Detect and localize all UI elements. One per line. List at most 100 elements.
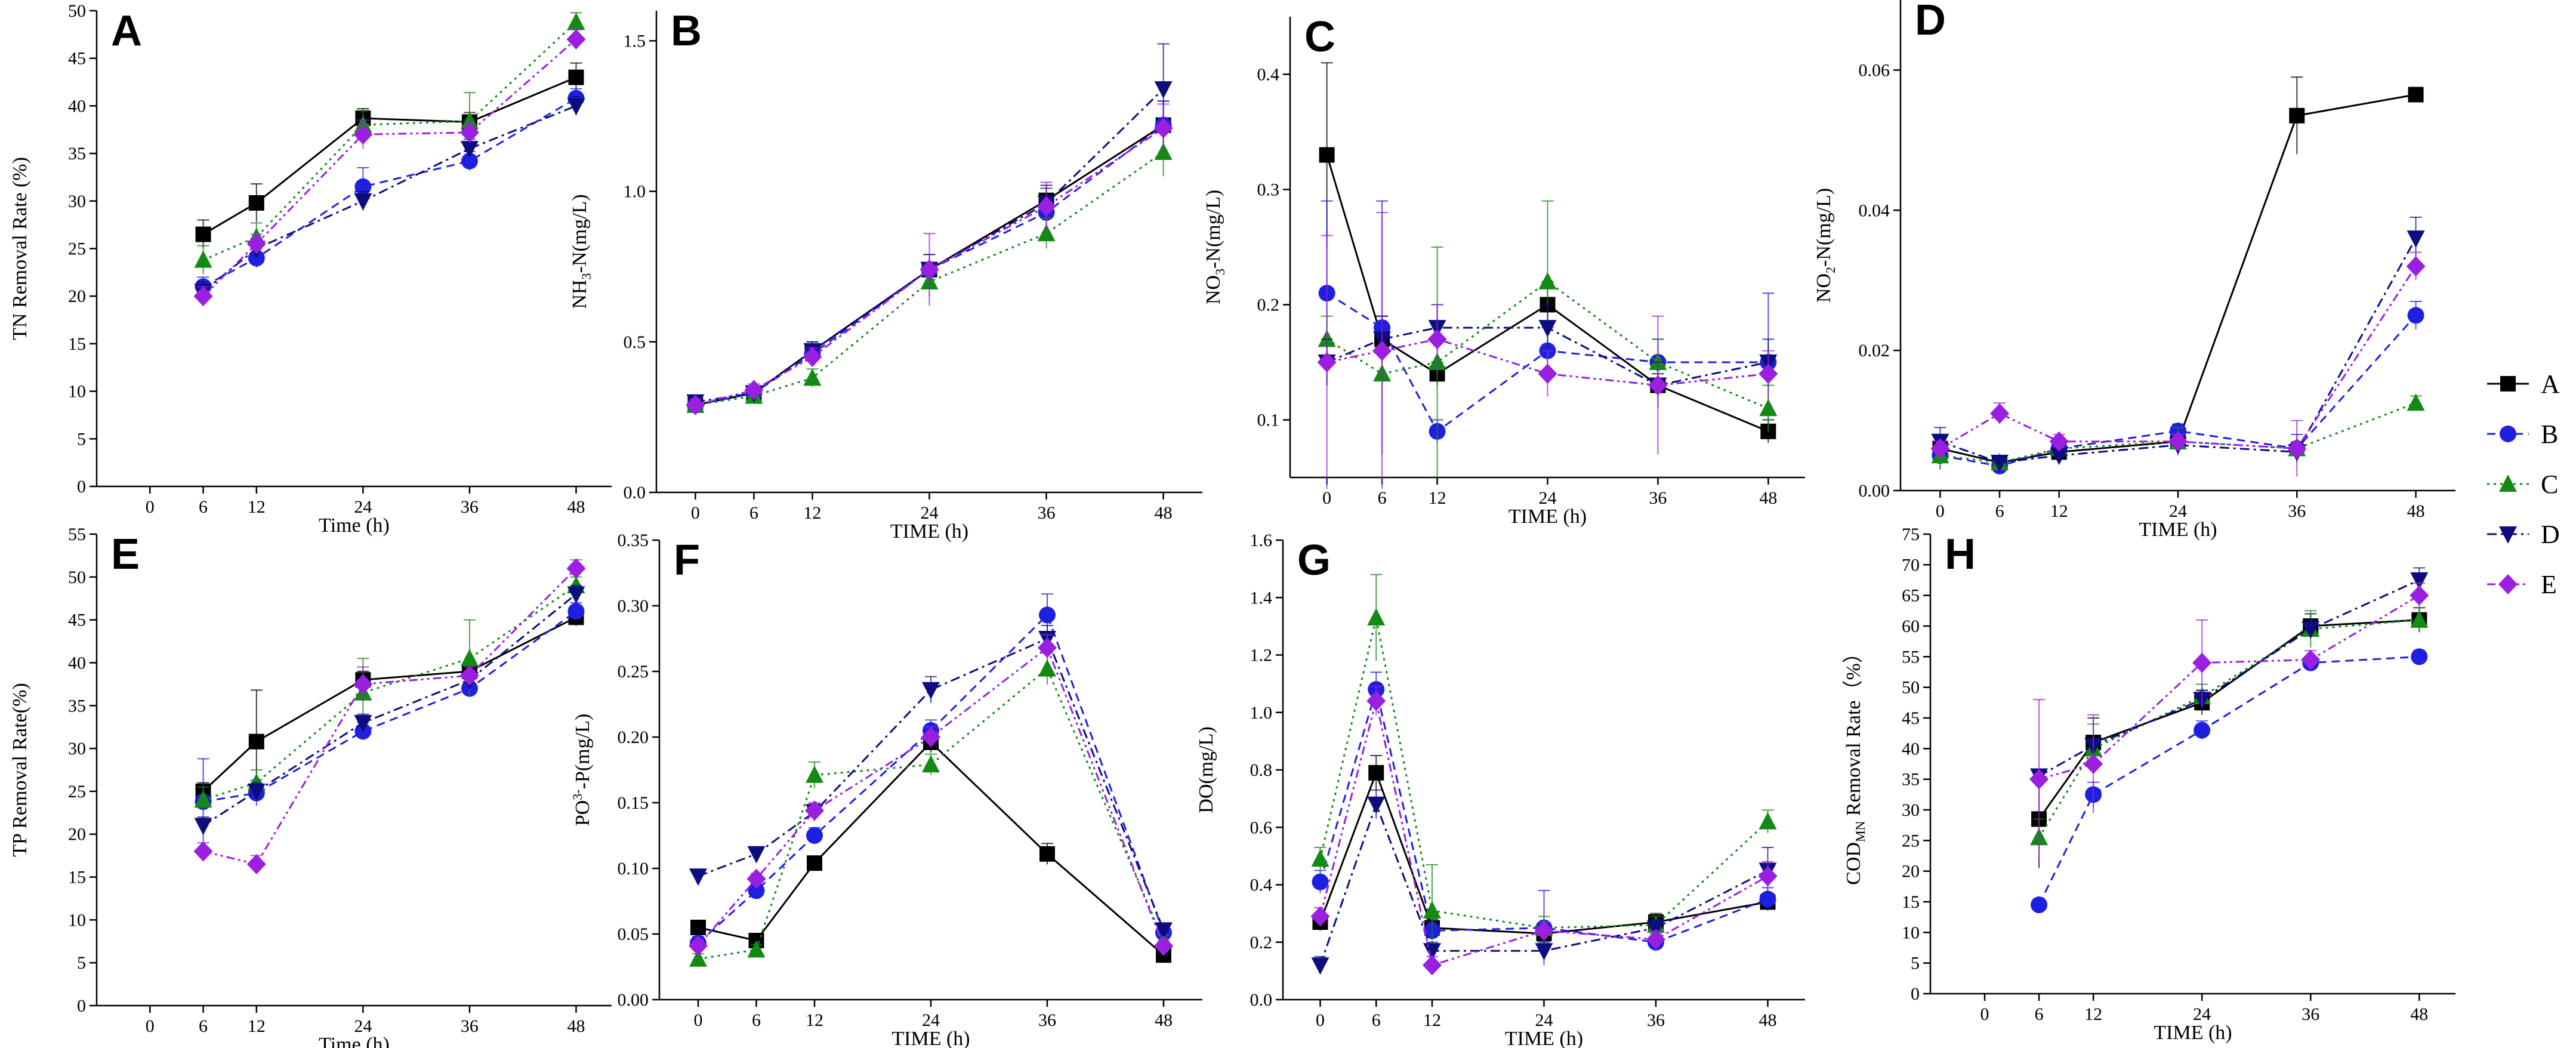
y-tick-label: 20 [1902,862,1920,881]
y-tick-label: 25 [1902,831,1920,850]
x-tick-label: 48 [2410,1004,2428,1024]
data-point-C [1759,812,1777,830]
y-tick-label: 70 [1902,555,1920,575]
series-E [193,558,586,874]
series-C [194,576,585,813]
data-point-E [803,347,822,368]
series-line-C [1319,617,1769,929]
x-tick-label: 0 [694,1010,703,1030]
data-point-D [354,715,372,732]
x-axis-title: TIME (h) [1505,1028,1583,1048]
series-E [1310,686,1778,976]
x-tick-label: 48 [567,497,585,517]
y-axis-title: PO3--P(mg/L) [570,714,594,826]
data-point-B [461,152,478,169]
legend-label: B [2541,420,2558,449]
legend-item-A: A [2487,369,2560,399]
y-tick-label: 10 [68,382,86,402]
data-point-B [806,827,823,844]
x-tick-label: 0 [146,497,155,517]
data-point-E [1648,375,1668,396]
data-point-E [686,394,705,415]
series-line-A [698,741,1164,956]
x-tick-label: 0 [1936,501,1945,521]
panel-C: 0 6 12 24 36 48 0.1 0.2 0.3 0.4 TIME (h) NO3-N(mg/L… [1202,13,1805,528]
data-point-E [2168,431,2188,452]
y-tick-label: 0.06 [1859,60,1890,80]
x-tick-label: 24 [1539,488,1557,508]
data-point-E [193,286,213,307]
legend-item-B: B [2487,420,2558,449]
panel-letter: F [674,537,700,584]
x-tick-label: 48 [1155,503,1173,523]
data-point-E [1758,866,1778,887]
x-tick-label: 0 [146,1016,155,1036]
data-point-D [747,846,766,864]
x-tick-label: 12 [1423,1010,1441,1030]
data-point-A [1368,765,1384,781]
data-point-D [922,682,940,699]
y-tick-label: 50 [68,1,86,21]
series-A [195,608,584,800]
data-point-D [567,586,585,604]
y-axis-title: NH3-N(mg/L) [569,194,594,309]
data-point-E [1646,929,1665,950]
y-tick-label: 5 [1911,954,1920,973]
data-point-D [689,868,707,886]
data-point-A [1039,846,1055,862]
data-point-B [2407,307,2424,324]
y-axis-title: CODMN Removal Rate（%） [1842,643,1868,885]
x-tick-label: 48 [567,1016,585,1036]
y-tick-label: 0.15 [618,793,649,813]
y-tick-label: 35 [68,144,86,164]
legend-marker [2499,474,2517,492]
data-point-D [1991,455,2009,473]
y-tick-label: 1.5 [624,31,646,51]
y-tick-label: 0.25 [618,662,649,682]
data-point-E [353,674,373,695]
y-tick-label: 65 [1902,586,1920,606]
data-point-C [806,765,823,783]
data-point-E [1990,403,2010,424]
data-point-C [803,368,822,386]
x-tick-label: 24 [354,497,372,517]
y-tick-label: 15 [68,334,86,354]
data-point-A [690,920,706,935]
x-axis-title: Time (h) [319,514,390,537]
x-tick-label: 36 [1038,503,1056,523]
data-point-E [1930,438,1950,459]
y-tick-label: 5 [77,953,86,973]
data-point-E [805,800,824,821]
data-point-E [566,558,586,579]
x-tick-label: 48 [1759,1010,1777,1030]
y-tick-label: 45 [68,611,86,630]
data-point-C [747,940,766,958]
y-tick-label: 20 [68,286,86,306]
y-tick-label: 30 [68,739,86,759]
x-tick-label: 48 [2407,501,2425,521]
x-tick-label: 0 [1980,1004,1989,1024]
data-point-C [689,949,707,967]
series-line-B [1326,292,1769,433]
data-point-E [1372,340,1392,361]
data-point-E [1534,920,1554,941]
data-point-C [1759,399,1778,417]
data-point-E [246,854,266,874]
x-tick-label: 6 [199,1016,208,1036]
data-point-E [746,868,766,889]
legend-label: E [2541,570,2557,599]
panel-letter: H [1945,531,1976,578]
x-tick-label: 12 [248,497,266,517]
y-tick-label: 1.6 [1250,531,1273,550]
legend-item-E: E [2487,570,2557,599]
legend-marker [2499,526,2517,544]
data-point-C [460,649,479,667]
y-tick-label: 35 [1902,770,1920,790]
data-point-E [2406,256,2426,277]
data-point-D [1367,796,1386,814]
x-tick-label: 36 [2288,501,2306,521]
x-tick-label: 36 [461,497,479,517]
